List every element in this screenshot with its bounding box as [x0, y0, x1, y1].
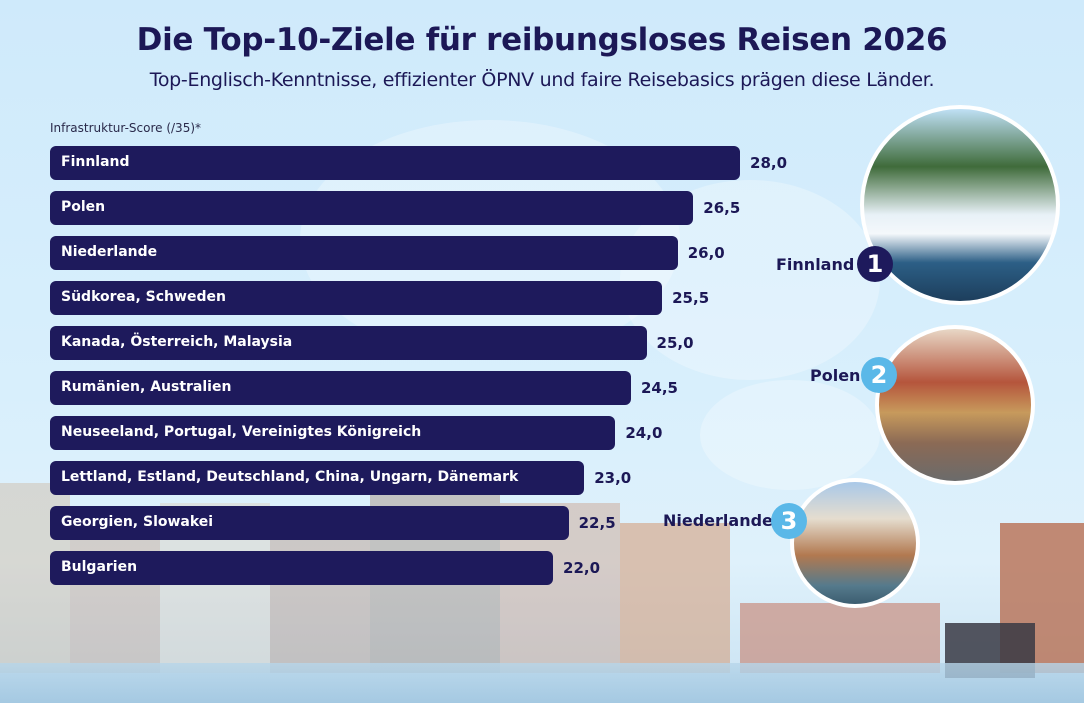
bar: Niederlande [50, 236, 678, 270]
rank-3-badge: 3 [771, 503, 807, 539]
bar: Polen [50, 191, 694, 225]
bar-category-label: Georgien, Slowakei [61, 514, 214, 530]
bar: Georgien, Slowakei [50, 506, 569, 540]
bar: Lettland, Estland, Deutschland, China, U… [50, 461, 585, 495]
bar-value-label: 23,0 [594, 469, 632, 487]
bar-category-label: Finnland [61, 154, 130, 170]
axis-label: Infrastruktur-Score (/35)* [50, 121, 202, 135]
rank-1-name: Finnland [776, 255, 855, 274]
bar-value-label: 25,0 [656, 334, 694, 352]
bar-category-label: Bulgarien [61, 559, 138, 575]
polen-photo [875, 325, 1035, 485]
rank-3-name: Niederlande [663, 511, 773, 530]
bar-value-label: 22,0 [563, 559, 601, 577]
rank-2-name: Polen [810, 366, 861, 385]
bar-value-label: 24,5 [640, 379, 678, 397]
bar-category-label: Rumänien, Australien [61, 379, 232, 395]
bar: Rumänien, Australien [50, 371, 631, 405]
bar: Bulgarien [50, 551, 554, 585]
bar-value-label: 28,0 [750, 154, 788, 172]
bar-category-label: Polen [61, 199, 106, 215]
bar-category-label: Lettland, Estland, Deutschland, China, U… [61, 469, 519, 485]
bar-value-label: 24,0 [625, 424, 663, 442]
bar: Finnland [50, 146, 741, 180]
bar-value-label: 25,5 [672, 289, 710, 307]
niederlande-photo [790, 478, 920, 608]
bar: Kanada, Österreich, Malaysia [50, 326, 647, 360]
bar-category-label: Niederlande [61, 244, 158, 260]
bar-value-label: 26,5 [703, 199, 741, 217]
bar-category-label: Südkorea, Schweden [61, 289, 226, 305]
rank-1-badge: 1 [857, 246, 893, 282]
bar-value-label: 22,5 [578, 514, 616, 532]
bar: Südkorea, Schweden [50, 281, 663, 315]
rank-2-badge: 2 [861, 357, 897, 393]
chart-subtitle: Top-Englisch-Kenntnisse, effizienter ÖPN… [149, 69, 935, 91]
bar-value-label: 26,0 [687, 244, 725, 262]
chart-title: Die Top-10-Ziele für reibungsloses Reise… [136, 22, 948, 58]
bar-category-label: Neuseeland, Portugal, Vereinigtes Königr… [61, 424, 422, 440]
bar: Neuseeland, Portugal, Vereinigtes Königr… [50, 416, 616, 450]
bar-category-label: Kanada, Österreich, Malaysia [61, 334, 293, 350]
finnland-photo [860, 105, 1060, 305]
